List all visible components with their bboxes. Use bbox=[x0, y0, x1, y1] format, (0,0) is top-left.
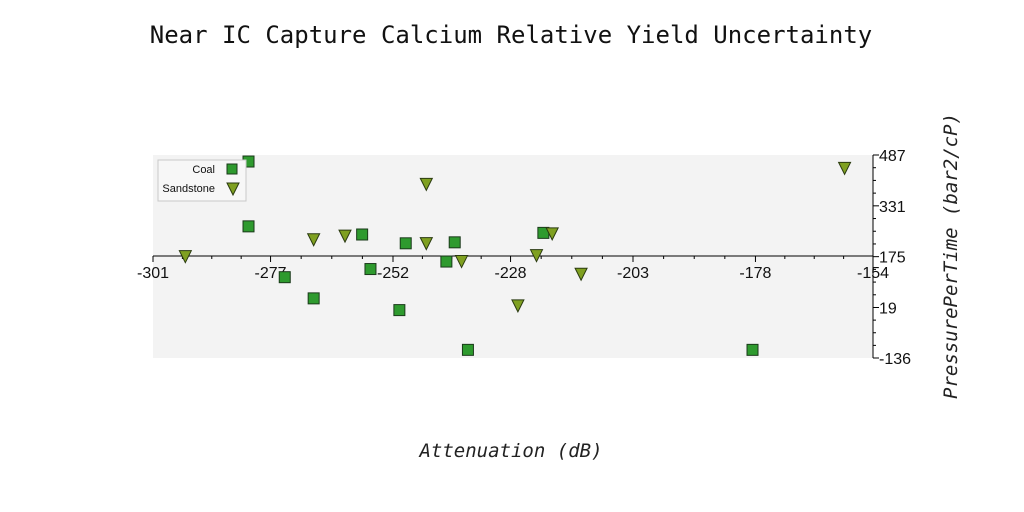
x-tick-label: -203 bbox=[617, 265, 649, 282]
coal-point bbox=[399, 237, 412, 250]
coal-point bbox=[746, 343, 759, 356]
chart-title: Near IC Capture Calcium Relative Yield U… bbox=[150, 21, 872, 49]
sandstone-point bbox=[419, 237, 434, 251]
x-axis-label: Attenuation (dB) bbox=[418, 440, 602, 462]
sandstone-point bbox=[454, 255, 469, 269]
coal-point bbox=[393, 304, 406, 317]
x-tick-label: -277 bbox=[255, 265, 287, 282]
y-tick-label: 487 bbox=[879, 148, 906, 165]
y-tick-label: -136 bbox=[879, 351, 911, 368]
sandstone-point bbox=[574, 267, 588, 282]
coal-point bbox=[448, 236, 461, 249]
sandstone-point bbox=[419, 177, 434, 192]
legend-marker-sandstone bbox=[226, 182, 240, 197]
sandstone-point bbox=[306, 233, 321, 247]
legend-marker-coal bbox=[226, 163, 238, 175]
y-tick-label: 175 bbox=[879, 250, 906, 267]
y-axis: -136 19 175 331 487 bbox=[872, 148, 911, 368]
x-tick-label: -301 bbox=[137, 265, 169, 282]
y-tick-label: 331 bbox=[879, 199, 906, 216]
sandstone-point bbox=[178, 250, 193, 264]
coal-point bbox=[356, 228, 369, 241]
coal-point bbox=[440, 255, 453, 268]
x-tick-label: -252 bbox=[377, 265, 409, 282]
sandstone-point bbox=[511, 299, 525, 313]
sandstone-point bbox=[529, 249, 544, 263]
y-axis-label: PressurePerTime (bar2/cP) bbox=[940, 113, 962, 399]
legend-label-coal: Coal bbox=[192, 164, 215, 176]
legend-label-sandstone: Sandstone bbox=[162, 183, 215, 195]
y-tick-label: 19 bbox=[879, 300, 897, 317]
sandstone-point bbox=[545, 227, 559, 241]
sandstone-point bbox=[338, 229, 352, 244]
coal-point bbox=[278, 271, 291, 284]
x-tick-label: -178 bbox=[739, 265, 771, 282]
data-points bbox=[178, 155, 852, 356]
sandstone-point bbox=[837, 161, 852, 176]
legend: Coal Sandstone bbox=[157, 159, 247, 202]
coal-point bbox=[461, 343, 474, 356]
coal-point bbox=[364, 263, 377, 276]
coal-point bbox=[307, 292, 320, 305]
x-tick-label: -228 bbox=[495, 265, 527, 282]
coal-point bbox=[242, 220, 255, 233]
